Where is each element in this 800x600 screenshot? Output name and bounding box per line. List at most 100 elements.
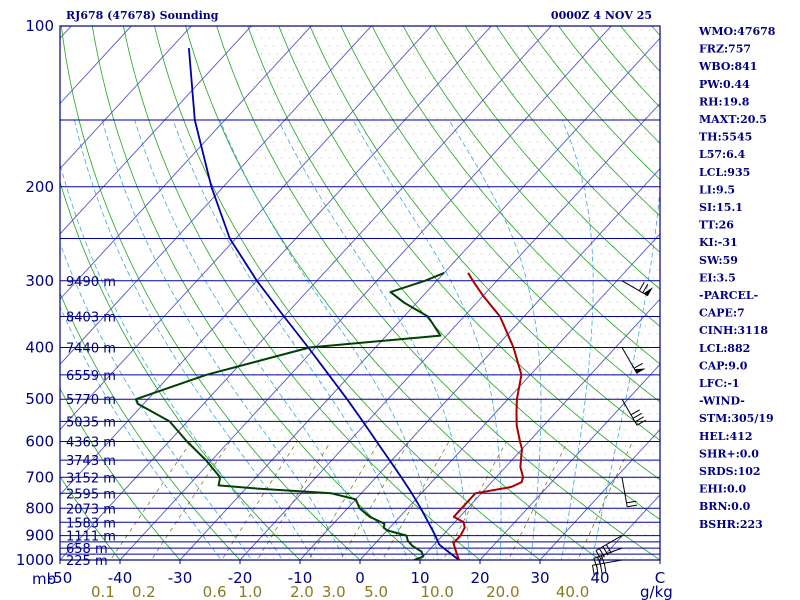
parcel-trace [188, 48, 460, 560]
dry-adiabat [60, 387, 181, 560]
isotherm [239, 102, 660, 560]
mixing-ratio-line [150, 441, 231, 560]
profiles [134, 48, 525, 560]
dry-adiabat [154, 26, 541, 560]
height-label: 2073 m [66, 502, 116, 517]
isotherm [60, 26, 192, 170]
isobars [60, 26, 660, 560]
index-entry: TH:5545 [699, 131, 752, 144]
index-entry: SRDS:102 [699, 465, 761, 478]
isotherm [60, 26, 432, 431]
mixing-ratio-label: 40.0 [556, 583, 589, 600]
dry-adiabat [122, 26, 481, 560]
index-entry: CINH:3118 [699, 324, 768, 337]
dry-adiabat [589, 26, 660, 108]
temperature-tick-label: 40 [590, 569, 609, 587]
temperature-tick-label: C [655, 569, 665, 587]
index-entry: BSHR:223 [699, 518, 763, 531]
index-entry: EI:3.5 [699, 271, 736, 284]
background-stipple [253, 29, 658, 559]
height-label: 7440 m [66, 342, 116, 357]
temperature-tick-label: -30 [168, 569, 193, 587]
moist-adiabat [561, 119, 594, 560]
dry-adiabat [433, 26, 660, 290]
wind-barb [621, 477, 638, 508]
mixing-ratio-line [339, 441, 410, 560]
mixing-ratio-label: 3.0 [322, 583, 346, 600]
mixing-ratio-label: 1.0 [238, 583, 262, 600]
dry-adiabat [185, 26, 601, 560]
mixing-ratio-label: 0.2 [132, 583, 156, 600]
dry-adiabat [278, 26, 660, 481]
dry-adiabat [371, 26, 660, 365]
temperature-tick-label: 0 [355, 569, 365, 587]
stability-indices-panel: WMO:47678 FRZ:757 WBO:841 PW:0.44 RH:19.8 MAX… [698, 25, 776, 531]
isotherm [60, 26, 312, 300]
mixing-ratio-line [381, 441, 450, 560]
height-label: 5770 m [66, 393, 116, 408]
mixing-ratio-label: 0.6 [203, 583, 227, 600]
height-label: 8403 m [66, 311, 116, 326]
dry-adiabat [60, 292, 241, 560]
index-entry: RH:19.8 [699, 95, 750, 108]
isotherm [60, 26, 372, 366]
plot-frame [59, 25, 661, 561]
moist-adiabat [101, 119, 345, 560]
isotherms [60, 26, 660, 560]
height-label: 658 m [66, 542, 108, 557]
dry-adiabat [464, 26, 660, 253]
pressure-tick-label: 900 [25, 527, 54, 545]
pressure-tick-label: 300 [25, 272, 54, 290]
height-label: 4363 m [66, 436, 116, 451]
isotherm [60, 26, 252, 235]
height-label: 6559 m [66, 369, 116, 384]
dry-adiabat [60, 475, 121, 560]
dry-adiabat [247, 26, 660, 521]
index-entry: LCL:882 [699, 342, 750, 355]
temperature-tick-label: 30 [530, 569, 549, 587]
isotherm [479, 363, 660, 560]
temperature-tick-label: 10 [410, 569, 429, 587]
dry-adiabat [340, 26, 660, 403]
mixing-ratio-label: 20.0 [486, 583, 519, 600]
pressure-tick-label: 500 [25, 390, 54, 408]
wind-barbs [592, 280, 653, 576]
mixing-ratio-label: 5.0 [364, 583, 388, 600]
mixing-ratio-label: 0.1 [91, 583, 115, 600]
index-entry: LI:9.5 [699, 183, 735, 196]
index-entry: HEL:412 [699, 430, 753, 443]
index-entry: EHI:0.0 [699, 483, 746, 496]
height-label: 1583 m [66, 516, 116, 531]
dry-adiabat [216, 26, 660, 560]
isotherm [119, 26, 612, 560]
temperature-tick-label: -20 [228, 569, 253, 587]
index-entry: STM:305/19 [699, 412, 774, 425]
height-label: 9490 m [66, 275, 116, 290]
isotherm [60, 26, 552, 560]
mixing-ratio-line [256, 441, 332, 560]
height-label: 1111 m [66, 530, 116, 545]
index-entry: KI:-31 [699, 236, 738, 249]
isotherm [419, 298, 660, 560]
wind-barb [621, 398, 646, 426]
pressure-tick-label: 200 [25, 178, 54, 196]
pressure-tick-label: 100 [25, 17, 54, 35]
index-entry: MAXT:20.5 [699, 113, 767, 126]
index-entry: WMO:47678 [698, 25, 776, 38]
index-entry: PW:0.44 [699, 78, 750, 91]
pressure-tick-label: 800 [25, 499, 54, 517]
index-entry: WBO:841 [698, 60, 757, 73]
isotherm [179, 37, 660, 560]
dry-adiabat [309, 26, 660, 442]
dewpoint-trace [134, 271, 445, 560]
index-entry: SI:15.1 [699, 201, 743, 214]
index-entry: -WIND- [699, 395, 745, 408]
index-entry: CAPE:7 [699, 307, 745, 320]
index-entry: FRZ:757 [699, 43, 751, 56]
wind-barb [621, 280, 653, 297]
index-entry: LFC:-1 [699, 377, 740, 390]
isotherm [299, 168, 660, 560]
index-entry: L57:6.4 [699, 148, 746, 161]
isotherm [359, 233, 660, 560]
